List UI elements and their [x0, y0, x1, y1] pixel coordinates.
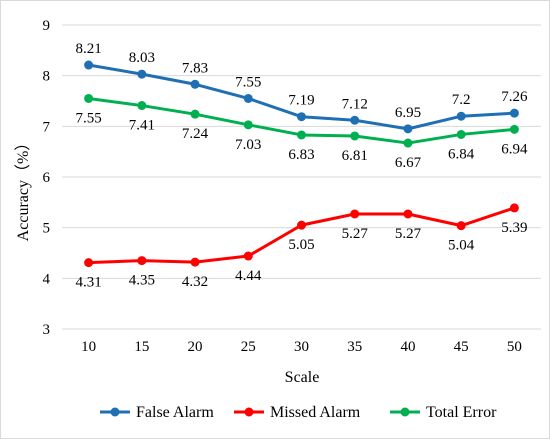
data-label-false-alarm: 7.55 — [235, 74, 261, 90]
y-tick-label: 4 — [43, 271, 51, 287]
data-point-missed-alarm — [297, 220, 306, 230]
legend-label-total-error: Total Error — [426, 404, 497, 421]
data-point-false-alarm — [456, 111, 466, 121]
x-tick-label: 45 — [454, 339, 469, 355]
legend-marker-missed-alarm — [244, 407, 254, 417]
y-tick-label: 5 — [43, 221, 51, 237]
x-tick-label: 10 — [81, 339, 96, 355]
y-tick-label: 8 — [43, 69, 51, 85]
data-label-total-error: 6.67 — [395, 155, 422, 171]
y-tick-label: 3 — [43, 322, 51, 338]
y-axis-ticks: 3 4 5 6 7 8 9 — [43, 18, 51, 338]
data-label-false-alarm: 7.83 — [182, 60, 208, 76]
data-point-total-error — [403, 138, 413, 148]
data-label-missed-alarm: 4.44 — [235, 268, 262, 284]
x-tick-label: 15 — [134, 339, 149, 355]
data-point-missed-alarm — [84, 258, 94, 268]
data-point-missed-alarm — [456, 221, 466, 231]
data-point-false-alarm — [350, 115, 360, 125]
data-label-false-alarm: 7.26 — [501, 89, 528, 105]
data-label-missed-alarm: 5.04 — [448, 238, 475, 254]
x-tick-label: 30 — [294, 339, 309, 355]
legend-marker-false-alarm — [110, 407, 120, 417]
series-line-missed-alarm — [88, 206, 515, 265]
data-labels: 8.21 8.03 7.83 7.55 7.19 7.12 6.95 7.2 7.26 4.31 4… — [75, 41, 528, 291]
x-tick-label: 25 — [241, 339, 256, 355]
series-lines — [84, 60, 519, 268]
data-label-total-error: 6.83 — [288, 147, 314, 163]
data-label-total-error: 6.94 — [501, 141, 528, 157]
data-point-missed-alarm — [403, 209, 413, 219]
data-label-missed-alarm: 4.35 — [129, 273, 155, 289]
y-tick-label: 9 — [43, 18, 51, 34]
data-point-missed-alarm — [509, 203, 519, 213]
legend: False Alarm Missed Alarm Total Error — [100, 404, 497, 421]
data-point-false-alarm — [243, 93, 253, 103]
data-point-total-error — [297, 130, 306, 140]
data-label-false-alarm: 8.03 — [129, 50, 155, 66]
data-point-false-alarm — [84, 60, 94, 70]
data-label-false-alarm: 8.21 — [75, 41, 101, 57]
data-point-total-error — [137, 101, 147, 111]
y-tick-label: 7 — [43, 119, 51, 135]
data-label-missed-alarm: 5.39 — [501, 220, 527, 236]
data-point-missed-alarm — [243, 251, 253, 261]
data-label-total-error: 7.24 — [182, 126, 209, 142]
data-label-false-alarm: 7.19 — [288, 93, 314, 109]
data-point-false-alarm — [509, 108, 519, 118]
data-label-missed-alarm: 5.27 — [395, 226, 422, 242]
y-tick-label: 6 — [43, 170, 51, 186]
data-point-missed-alarm — [190, 257, 200, 267]
data-point-false-alarm — [137, 69, 147, 79]
x-axis-title: Scale — [285, 369, 320, 386]
data-point-false-alarm — [190, 79, 200, 89]
data-point-false-alarm — [297, 112, 306, 122]
data-label-total-error: 7.03 — [235, 137, 261, 153]
data-point-total-error — [509, 124, 519, 134]
data-label-false-alarm: 6.95 — [395, 105, 421, 121]
legend-label-false-alarm: False Alarm — [136, 404, 214, 421]
data-label-missed-alarm: 4.31 — [75, 275, 101, 291]
data-label-total-error: 7.55 — [75, 110, 101, 126]
legend-marker-total-error — [400, 407, 410, 417]
data-point-false-alarm — [403, 124, 413, 134]
data-point-missed-alarm — [137, 256, 147, 266]
data-label-missed-alarm: 5.27 — [342, 226, 369, 242]
data-point-total-error — [350, 131, 360, 141]
data-point-total-error — [190, 109, 200, 119]
y-axis-title: Accuracy（%） — [14, 135, 32, 242]
x-tick-label: 50 — [507, 339, 522, 355]
data-point-total-error — [243, 120, 253, 130]
data-label-false-alarm: 7.12 — [342, 96, 368, 112]
data-label-total-error: 6.81 — [342, 148, 368, 164]
data-label-missed-alarm: 4.32 — [182, 274, 208, 290]
data-point-total-error — [84, 93, 94, 103]
data-point-missed-alarm — [350, 209, 360, 219]
legend-label-missed-alarm: Missed Alarm — [270, 404, 361, 421]
x-axis-ticks: 10 15 20 25 30 35 40 45 50 — [81, 339, 522, 355]
x-tick-label: 35 — [347, 339, 362, 355]
x-tick-label: 20 — [188, 339, 203, 355]
data-label-total-error: 7.41 — [129, 118, 155, 134]
x-tick-label: 40 — [400, 339, 415, 355]
data-label-total-error: 6.84 — [448, 146, 475, 162]
data-label-missed-alarm: 5.05 — [288, 237, 314, 253]
data-label-false-alarm: 7.2 — [452, 92, 471, 108]
data-point-total-error — [456, 129, 466, 139]
